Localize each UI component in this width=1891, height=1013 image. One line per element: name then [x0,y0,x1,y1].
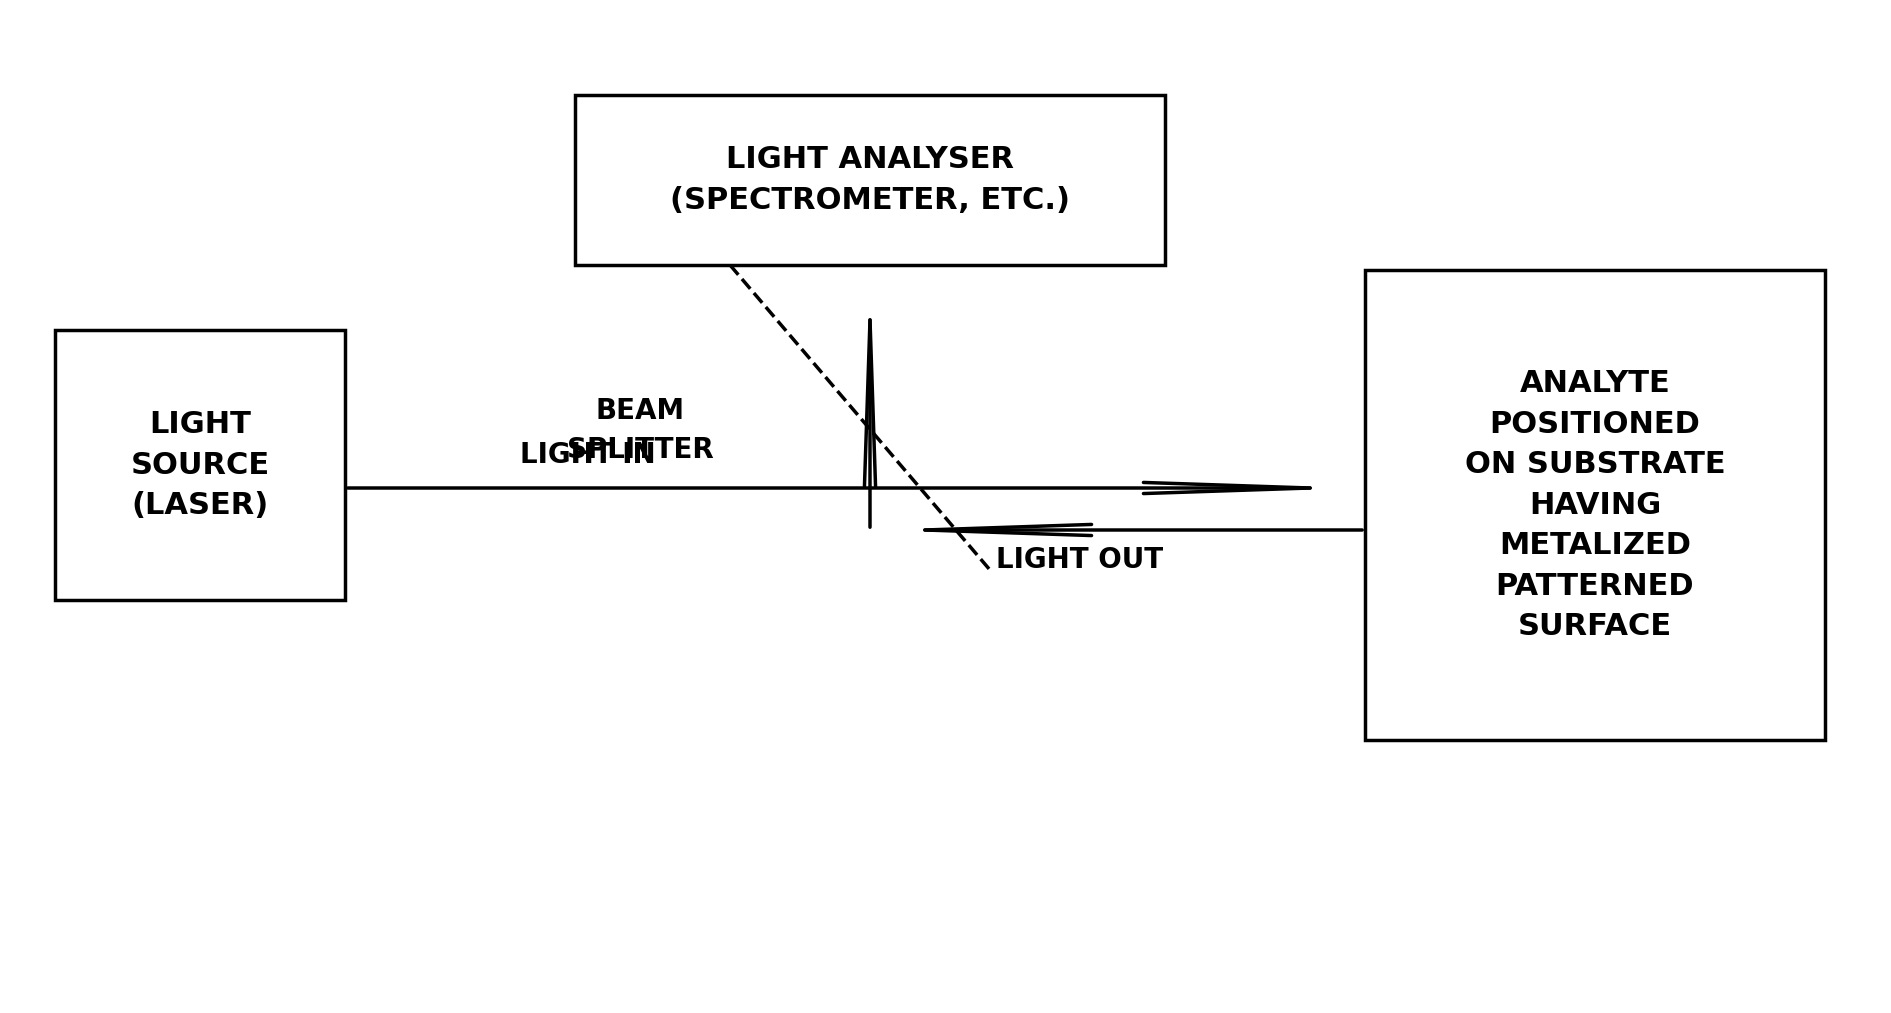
Text: LIGHT ANALYSER
(SPECTROMETER, ETC.): LIGHT ANALYSER (SPECTROMETER, ETC.) [669,145,1070,215]
Text: LIGHT
SOURCE
(LASER): LIGHT SOURCE (LASER) [130,410,270,520]
Text: BEAM
SPLITTER: BEAM SPLITTER [567,396,713,464]
Bar [575,95,1165,265]
Bar [1365,270,1825,741]
Bar [55,330,344,600]
Text: LIGHT IN: LIGHT IN [520,441,656,469]
Text: ANALYTE
POSITIONED
ON SUBSTRATE
HAVING
METALIZED
PATTERNED
SURFACE: ANALYTE POSITIONED ON SUBSTRATE HAVING M… [1466,369,1725,641]
Text: LIGHT OUT: LIGHT OUT [997,546,1163,574]
